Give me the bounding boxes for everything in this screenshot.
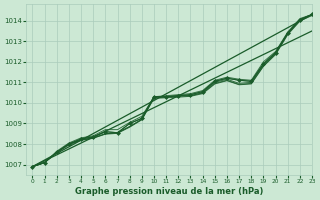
X-axis label: Graphe pression niveau de la mer (hPa): Graphe pression niveau de la mer (hPa) (75, 187, 263, 196)
